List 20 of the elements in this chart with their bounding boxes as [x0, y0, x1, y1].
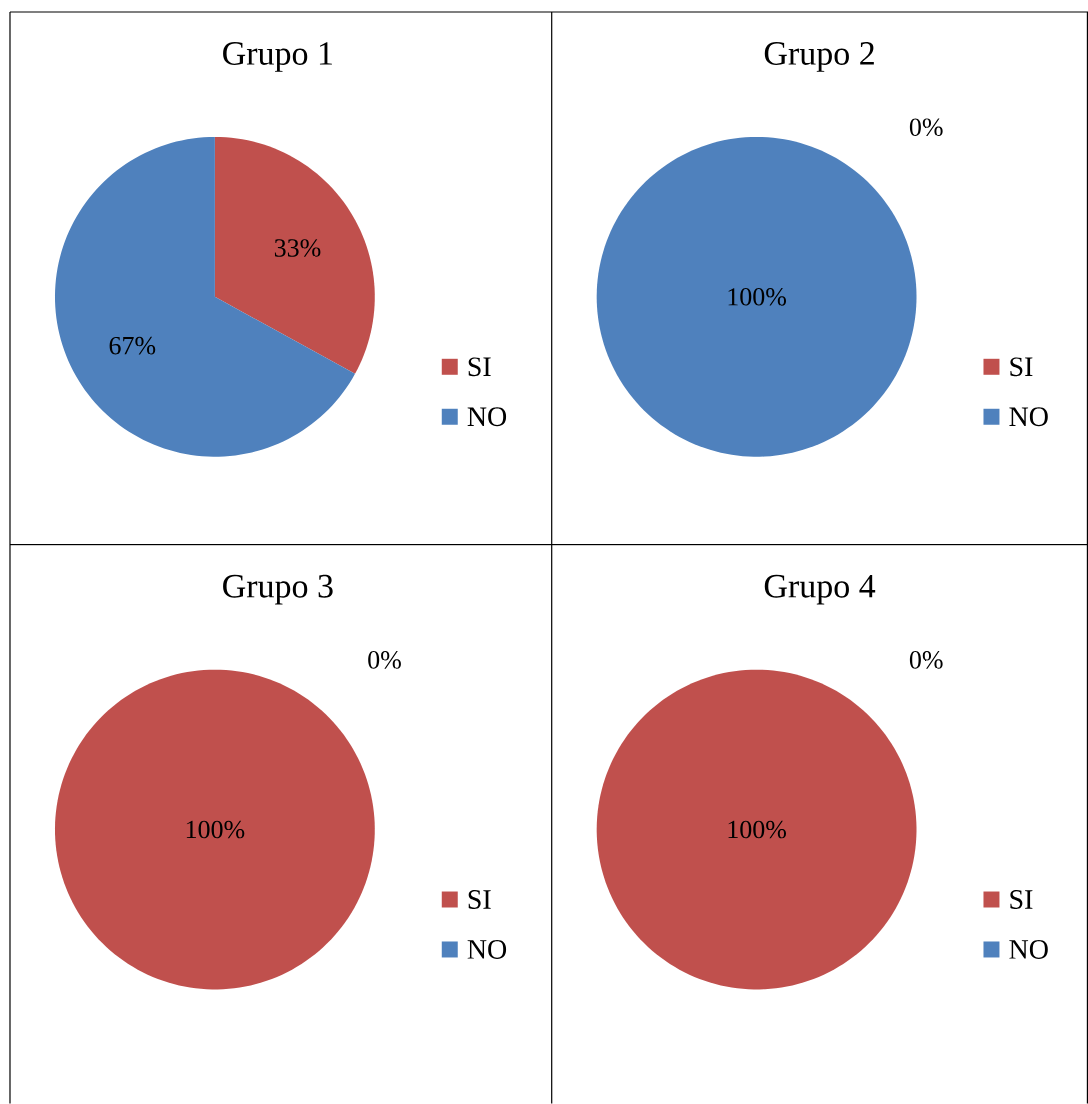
- legend-label: NO: [1009, 940, 1048, 959]
- text: 0%: [367, 651, 401, 669]
- data-label: 100%: [728, 288, 786, 306]
- legend-label: SI: [1010, 890, 1033, 909]
- legend-label: NO: [1009, 407, 1048, 427]
- legend-label: SI: [468, 890, 491, 909]
- legend-label: SI: [468, 357, 491, 377]
- data-label: 100%: [728, 820, 786, 839]
- chart-title: Grupo 3: [222, 574, 333, 605]
- text: 0%: [909, 118, 943, 137]
- data-label: 33%: [274, 239, 321, 257]
- legend-label: NO: [467, 940, 506, 959]
- text: 0%: [909, 651, 943, 669]
- legend-label: NO: [467, 407, 506, 427]
- legend-label: SI: [1010, 357, 1033, 377]
- chart-title: Grupo 1: [222, 42, 332, 72]
- data-label: 67%: [109, 336, 156, 355]
- data-label: 100%: [186, 820, 245, 839]
- chart-title: Grupo 4: [764, 574, 875, 605]
- chart-title: Grupo 2: [764, 42, 874, 72]
